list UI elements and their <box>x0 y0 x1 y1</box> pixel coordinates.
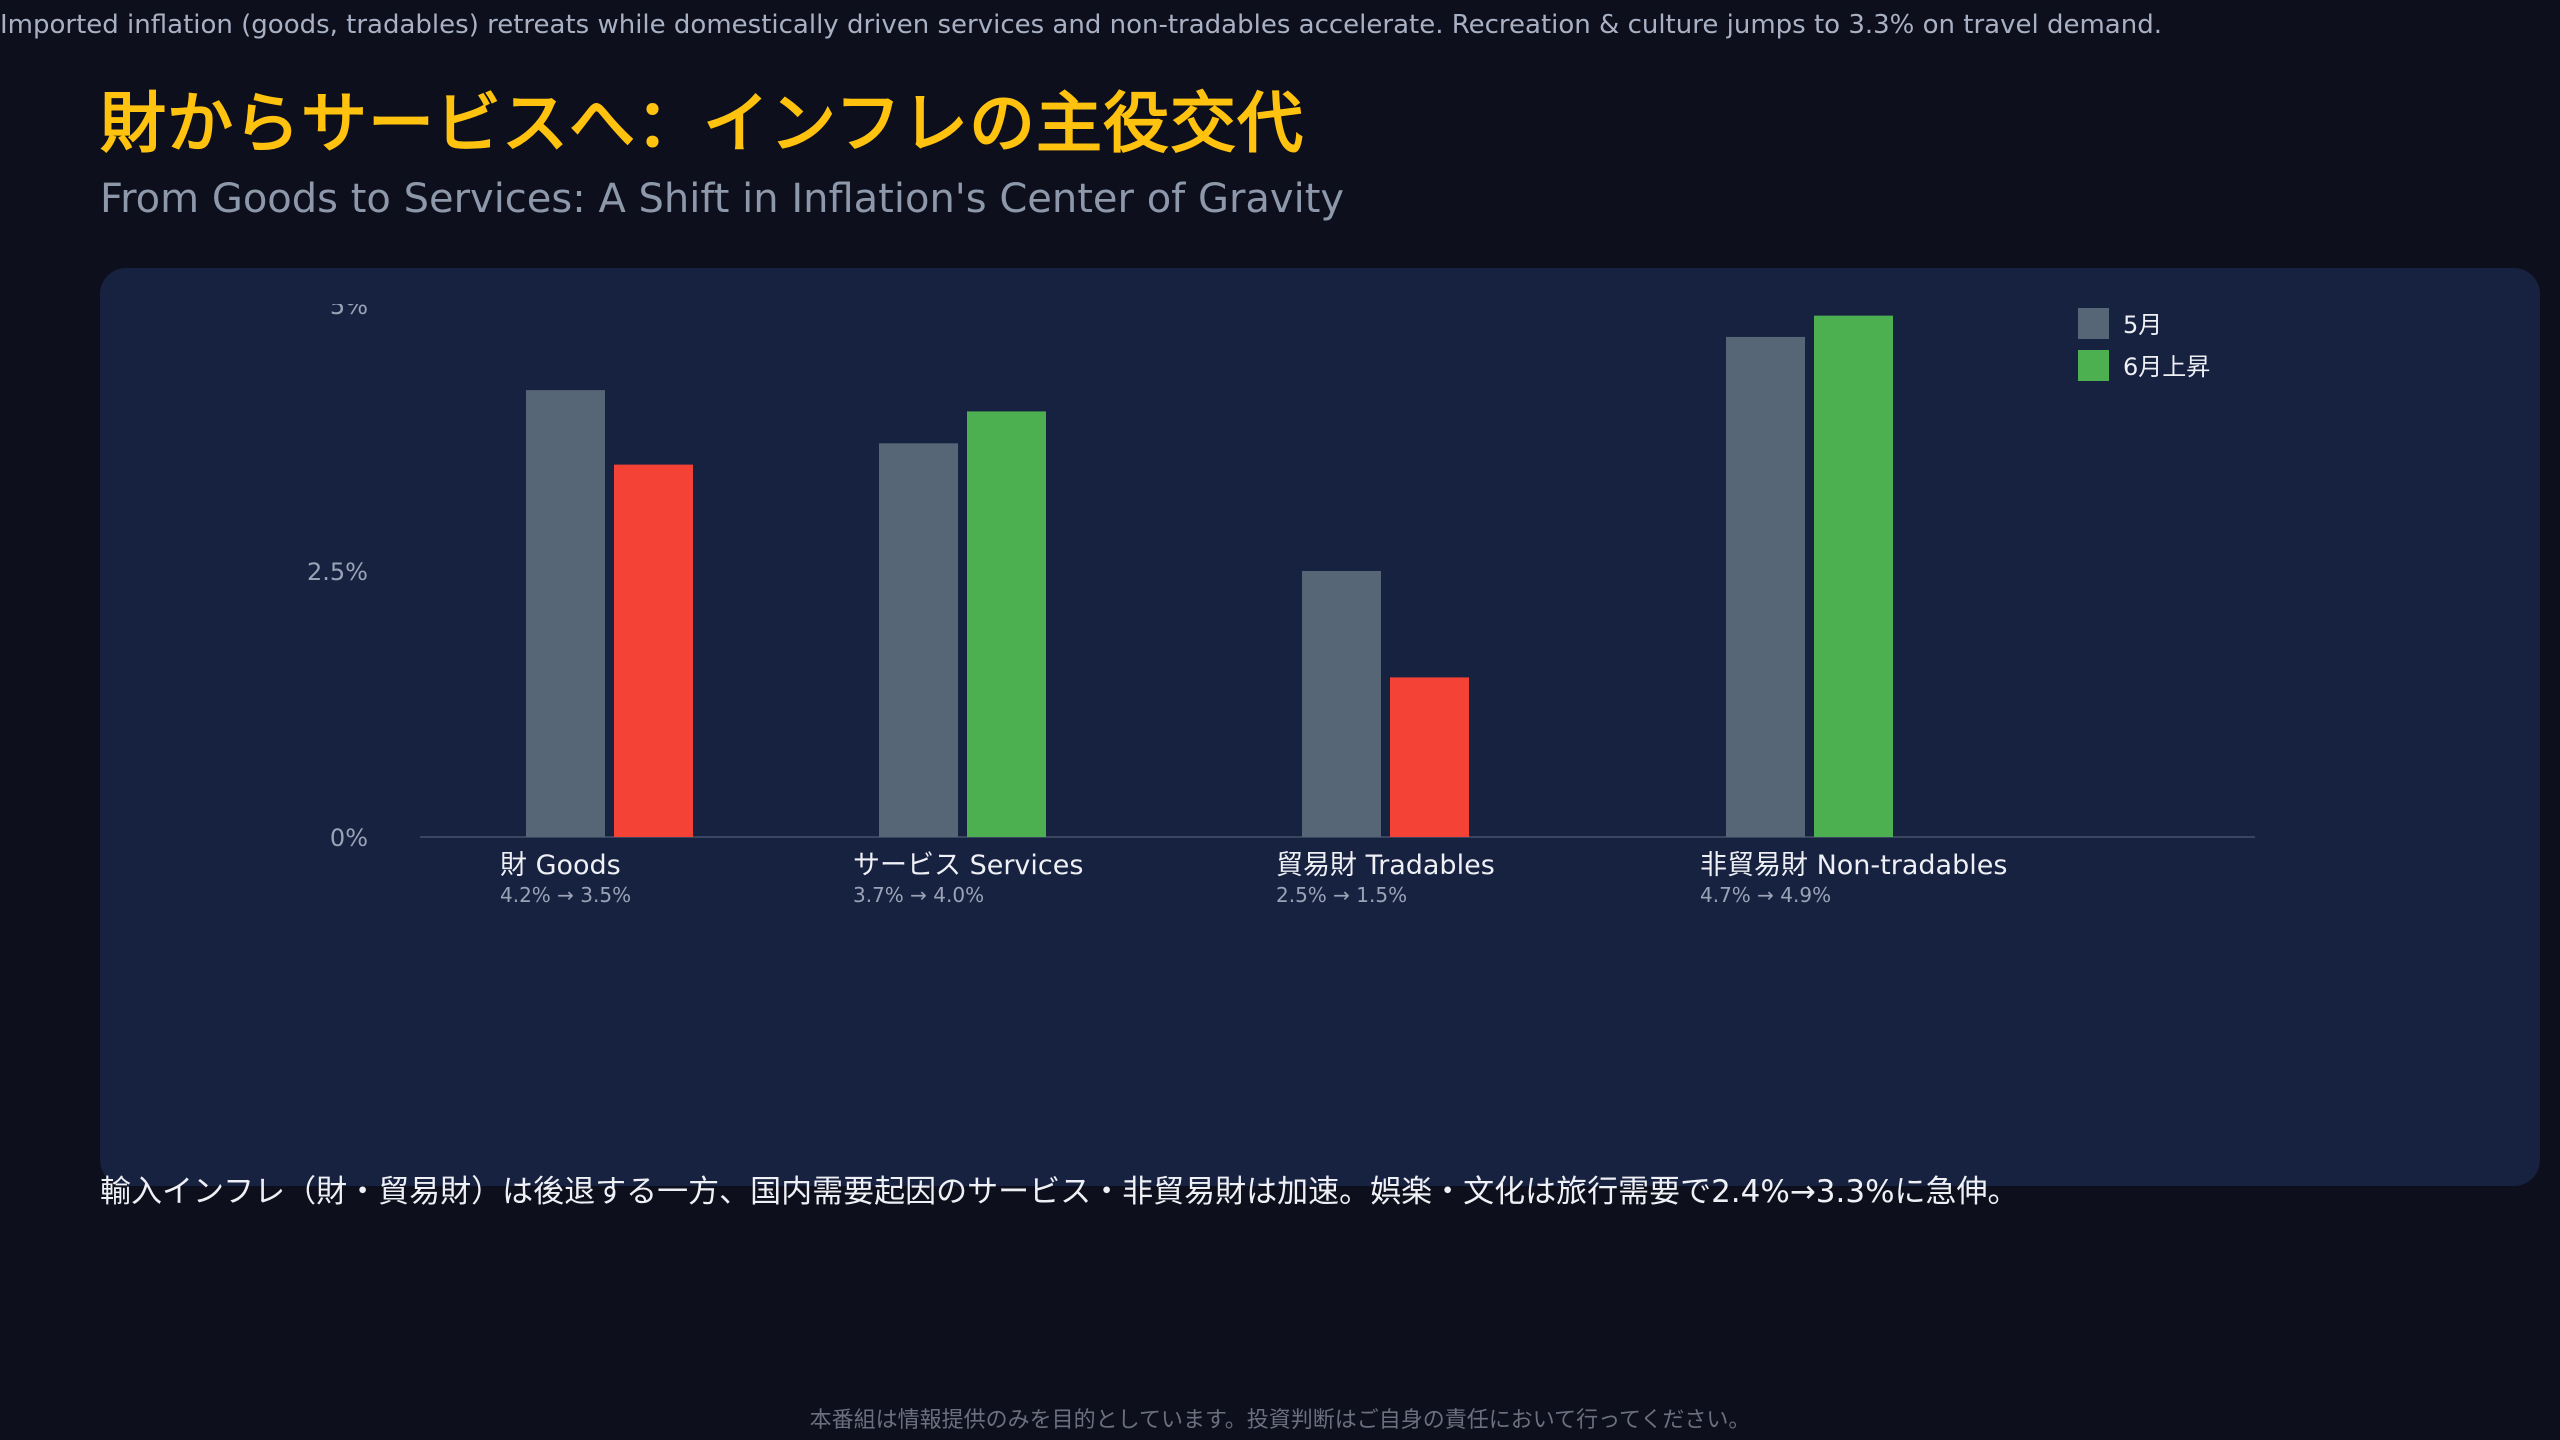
bar-june <box>1390 677 1469 837</box>
legend-label-june: 6月上昇 <box>2123 353 2210 381</box>
page-subtitle: From Goods to Services: A Shift in Infla… <box>100 176 1345 222</box>
bar-may <box>879 443 958 837</box>
chart-panel: 0% 2.5% 5% 財 Goods 4.2% → 3.5% サービス Services 3… <box>100 268 2540 1186</box>
category-label: 非貿易財 Non-tradables <box>1700 850 2007 881</box>
bar-may <box>1302 571 1381 837</box>
summary-note: 輸入インフレ（財・貿易財）は後退する一方、国内需要起因のサービス・非貿易財は加速… <box>100 1174 2019 1210</box>
legend-swatch-may <box>2078 308 2109 339</box>
y-tick-label: 5% <box>330 292 368 320</box>
y-tick-label: 0% <box>330 824 368 852</box>
bar-june <box>967 411 1046 837</box>
bar-may <box>526 390 605 837</box>
bar-may <box>1726 336 1805 837</box>
category-change-label: 3.7% → 4.0% <box>853 883 984 907</box>
category-change-label: 2.5% → 1.5% <box>1276 883 1407 907</box>
legend-swatch-june <box>2078 350 2109 381</box>
category-change-label: 4.2% → 3.5% <box>500 883 631 907</box>
legend-label-may: 5月 <box>2123 311 2162 339</box>
category-label: 財 Goods <box>500 850 621 881</box>
category-label: 貿易財 Tradables <box>1276 850 1495 881</box>
page-title: 財からサービスへ：インフレの主役交代 <box>100 85 1305 162</box>
bar-june <box>614 464 693 837</box>
top-caption: Imported inflation (goods, tradables) re… <box>0 10 2162 40</box>
bar-june <box>1814 315 1893 837</box>
y-tick-label: 2.5% <box>307 558 368 586</box>
category-label: サービス Services <box>853 850 1083 881</box>
category-change-label: 4.7% → 4.9% <box>1700 883 1831 907</box>
disclaimer-footer: 本番組は情報提供のみを目的としています。投資判断はご自身の責任において行ってくだ… <box>809 1408 1751 1433</box>
